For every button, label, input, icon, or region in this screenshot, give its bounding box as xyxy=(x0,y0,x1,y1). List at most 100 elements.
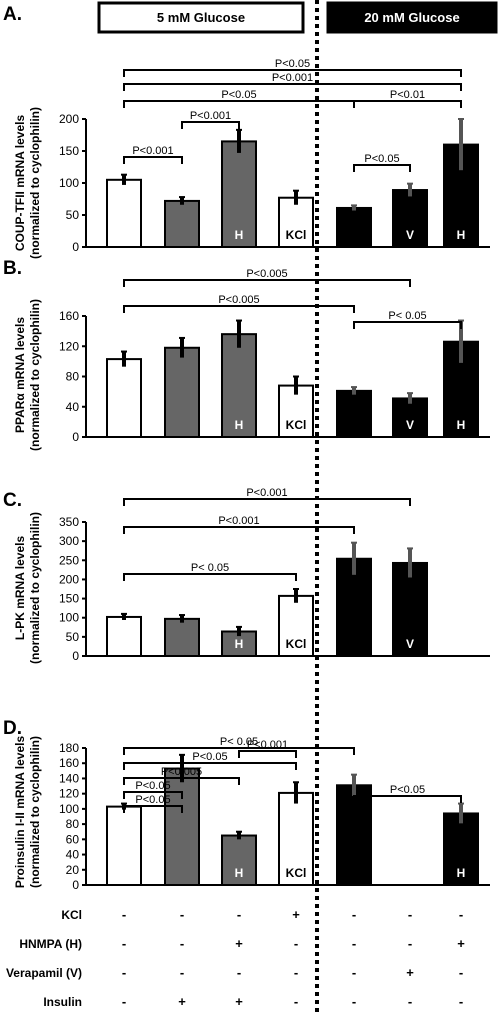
ylabel-d-line2: (normalized to cyclophilin) xyxy=(28,736,42,888)
y-tick-label: 160 xyxy=(59,756,79,770)
treatment-cell: - xyxy=(294,936,298,951)
bar-label: H xyxy=(457,228,466,242)
bar xyxy=(336,206,372,249)
bar xyxy=(278,196,314,248)
treatment-cell: - xyxy=(408,907,412,922)
treatment-cell: + xyxy=(235,994,243,1009)
bar-label: KCl xyxy=(286,418,307,432)
bar-label: KCl xyxy=(286,637,307,651)
y-tick-label: 120 xyxy=(59,339,79,353)
bar-label: H xyxy=(235,637,244,651)
condition-label-20mm: 20 mM Glucose xyxy=(364,10,459,25)
chart-marks: 0 50 100 150 200 H KCl V H P<0.05 P<0.001 P<0.05 P<0… xyxy=(59,58,490,1009)
significance-label: P< 0.05 xyxy=(191,562,229,574)
ylabel-d: Proinsulin I-II mRNA levels (normalized … xyxy=(13,736,42,889)
y-tick-label: 80 xyxy=(66,370,80,384)
treatment-cell: - xyxy=(459,907,463,922)
y-tick-label: 50 xyxy=(66,630,80,644)
bar xyxy=(106,805,142,886)
panel-label-b: B. xyxy=(3,258,22,279)
ylabel-c-line2: (normalized to cyclophilin) xyxy=(28,512,42,664)
y-tick-label: 150 xyxy=(59,144,79,158)
treatment-cell: - xyxy=(180,907,184,922)
significance-bracket xyxy=(123,777,240,785)
bar-label: H xyxy=(235,418,244,432)
significance-bracket xyxy=(181,121,240,129)
significance-bracket xyxy=(353,321,462,329)
significance-label: P<0.05 xyxy=(135,794,170,806)
bar-label: KCl xyxy=(286,228,307,242)
condition-header: 5 mM Glucose 20 mM Glucose xyxy=(97,1,498,34)
significance-label: P<0.05 xyxy=(275,58,310,70)
significance-bracket xyxy=(123,305,355,313)
treatment-cell: - xyxy=(122,994,126,1009)
ylabel-b-line1: PPARα mRNA levels xyxy=(13,317,27,433)
y-tick-label: 40 xyxy=(66,848,80,862)
treatment-cell: - xyxy=(352,907,356,922)
bar xyxy=(164,199,200,248)
significance-label: P<0.001 xyxy=(272,72,313,84)
significance-bracket xyxy=(123,156,183,164)
y-tick-label: 180 xyxy=(59,741,79,755)
panel-label-c: C. xyxy=(3,490,22,511)
panel-b: 0 40 80 120 160 H KCl V H P<0.005 P<0.005 P< 0.05 xyxy=(59,268,490,444)
significance-label: P<0.05 xyxy=(390,784,425,796)
treatment-cell: - xyxy=(352,936,356,951)
bar xyxy=(221,140,257,248)
bar-label: V xyxy=(406,418,414,432)
y-tick-label: 0 xyxy=(72,240,79,254)
significance-bracket xyxy=(123,526,355,534)
treatment-cell: + xyxy=(235,936,243,951)
y-tick-label: 0 xyxy=(72,430,79,444)
treatment-cell: - xyxy=(459,965,463,980)
significance-label: P<0.005 xyxy=(218,294,259,306)
significance-label: P<0.001 xyxy=(218,515,259,527)
y-tick-label: 100 xyxy=(59,176,79,190)
ylabel-a: COUP-TFII mRNA levels (normalized to cyc… xyxy=(13,107,42,259)
treatment-cell: + xyxy=(406,965,414,980)
treatment-cell: - xyxy=(122,907,126,922)
ylabel-b-line2: (normalized to cyclophilin) xyxy=(28,299,42,451)
significance-bracket xyxy=(353,100,462,108)
significance-label: P<0.001 xyxy=(132,145,173,157)
significance-bracket xyxy=(123,83,462,91)
panel-label-d: D. xyxy=(3,718,22,739)
treatment-cell: - xyxy=(294,965,298,980)
ylabel-c-line1: L-PK mRNA levels xyxy=(13,536,27,641)
treatment-cell: - xyxy=(459,994,463,1009)
y-tick-label: 40 xyxy=(66,400,80,414)
bar xyxy=(221,834,257,886)
y-tick-label: 350 xyxy=(59,515,79,529)
condition-box-5mm xyxy=(97,1,305,34)
panel-c: 0 50 100 150 200 250 300 350 H KCl V P<0.001 P<0.001… xyxy=(59,487,490,663)
significance-bracket xyxy=(123,498,411,506)
bar xyxy=(392,397,428,438)
significance-label: P< 0.05 xyxy=(220,736,258,748)
treatment-label-verapamil: Verapamil (V) xyxy=(6,966,82,980)
significance-bracket xyxy=(353,795,462,803)
treatment-cell: - xyxy=(352,994,356,1009)
treatment-cell: - xyxy=(408,994,412,1009)
treatment-label-hnmpa: HNMPA (H) xyxy=(19,937,82,951)
treatment-cell: - xyxy=(180,936,184,951)
y-tick-label: 60 xyxy=(66,832,80,846)
treatment-label-insulin: Insulin xyxy=(43,995,82,1009)
panel-label-a: A. xyxy=(3,4,22,25)
y-tick-label: 160 xyxy=(59,309,79,323)
bar xyxy=(392,561,428,657)
bar-label: H xyxy=(235,228,244,242)
significance-bracket xyxy=(123,791,183,799)
y-tick-label: 200 xyxy=(59,572,79,586)
bar-label: H xyxy=(457,866,466,880)
ylabel-a-line2: (normalized to cyclophilin) xyxy=(28,107,42,259)
y-tick-label: 100 xyxy=(59,802,79,816)
y-tick-label: 0 xyxy=(72,878,79,892)
significance-label: P<0.001 xyxy=(247,739,288,751)
bar xyxy=(336,557,372,657)
bar xyxy=(278,594,314,657)
bar xyxy=(164,617,200,657)
ylabel-a-line1: COUP-TFII mRNA levels xyxy=(13,115,27,252)
treatment-cell: - xyxy=(352,965,356,980)
significance-bracket xyxy=(238,750,297,758)
